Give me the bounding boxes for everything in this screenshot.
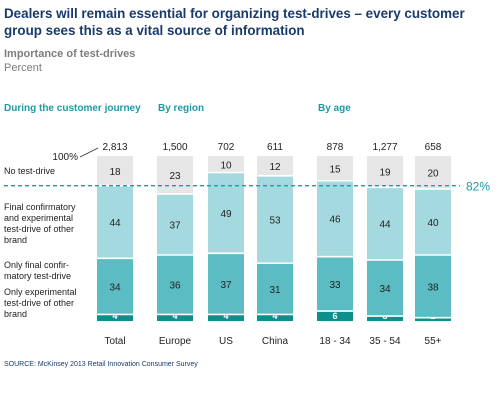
- bar-segment: [415, 156, 451, 189]
- data-label: 20: [427, 169, 439, 180]
- bar-segment: [367, 156, 403, 188]
- bar-segment: [208, 156, 244, 173]
- bar-segment: [317, 256, 353, 312]
- series-label: Only final confir-: [4, 260, 69, 270]
- data-label: 53: [269, 216, 281, 227]
- bar-segment: [367, 187, 403, 260]
- bar-segment: [257, 156, 293, 176]
- group-label: During the customer journey: [4, 103, 141, 114]
- series-label: brand: [4, 235, 27, 245]
- bar-segment: [317, 180, 353, 257]
- data-label: 4: [172, 311, 177, 321]
- series-label: No test-drive: [4, 166, 55, 176]
- data-label: 46: [329, 215, 341, 226]
- bar-segment: [97, 156, 133, 186]
- bar-segment: [97, 185, 133, 259]
- chart-unit: Percent: [4, 62, 42, 74]
- data-label: 37: [169, 220, 181, 231]
- bar-segment: [415, 255, 451, 318]
- x-tick-label: Total: [104, 336, 125, 347]
- series-label: Only experimental: [4, 287, 77, 297]
- bar-segment: [208, 314, 244, 321]
- sample-size-label: 1,500: [162, 142, 187, 153]
- data-label: 23: [169, 171, 181, 182]
- bar-segment: [317, 311, 353, 321]
- x-tick-label: Europe: [159, 336, 192, 347]
- sample-size-label: 2,813: [102, 142, 127, 153]
- series-label: Final confirmatory: [4, 202, 76, 212]
- data-label: 37: [220, 280, 232, 291]
- data-label: 40: [427, 218, 439, 229]
- series-label: brand: [4, 309, 27, 319]
- data-label: 36: [169, 281, 181, 292]
- chart-subtitle: Importance of test-drives: [4, 48, 136, 60]
- series-label: test-drive of other: [4, 298, 74, 308]
- data-label: 4: [112, 311, 117, 321]
- sample-size-label: 658: [425, 142, 442, 153]
- bar-segment: [257, 263, 293, 315]
- bar-segment: [97, 258, 133, 315]
- bar-segment: [157, 314, 193, 321]
- sample-size-label: 611: [267, 142, 283, 153]
- group-label: By age: [318, 103, 351, 114]
- sample-size-label: 1,277: [372, 142, 397, 153]
- data-label: 15: [329, 164, 341, 175]
- sample-size-label: 878: [327, 142, 344, 153]
- bar-segment: [157, 193, 193, 255]
- total-100-pointer: [79, 147, 99, 158]
- bar-segment: [415, 317, 451, 321]
- data-label: 33: [329, 280, 341, 291]
- bar-segment: [157, 156, 193, 194]
- x-tick-label: 18 - 34: [319, 336, 351, 347]
- sample-size-label: 702: [218, 142, 235, 153]
- data-label: 34: [109, 282, 121, 293]
- reference-line-label: 82%: [466, 180, 490, 194]
- data-label: 49: [220, 209, 232, 220]
- data-label: 4: [272, 311, 277, 321]
- data-label: 44: [109, 218, 121, 229]
- bar-segment: [367, 316, 403, 321]
- x-tick-label: 55+: [425, 336, 442, 347]
- data-label: 31: [269, 285, 281, 296]
- bar-segment: [257, 314, 293, 321]
- chart-title: Dealers will remain essential for organi…: [4, 6, 465, 38]
- bar-segment: [367, 259, 403, 317]
- data-label: 4: [223, 311, 228, 321]
- group-label: By region: [158, 103, 204, 114]
- bar-segment: [97, 314, 133, 321]
- bar-segment: [208, 253, 244, 315]
- data-label: 34: [379, 284, 391, 295]
- series-label: matory test-drive: [4, 271, 71, 281]
- data-label: 38: [427, 282, 439, 293]
- data-label: 6: [332, 311, 337, 321]
- x-tick-label: China: [262, 336, 289, 347]
- x-tick-label: 35 - 54: [369, 336, 401, 347]
- source-note: SOURCE: McKinsey 2013 Retail Innovation …: [4, 361, 198, 368]
- total-100-label: 100%: [52, 152, 78, 163]
- bar-segment: [157, 255, 193, 315]
- bar-segment: [257, 175, 293, 264]
- series-label: and experimental: [4, 213, 73, 223]
- data-label: 19: [379, 168, 391, 179]
- data-label: 18: [109, 167, 121, 178]
- data-label: 44: [379, 220, 391, 231]
- bar-segment: [317, 156, 353, 181]
- series-label: test-drive of other: [4, 224, 74, 234]
- data-label: 10: [220, 160, 232, 171]
- bar-segment: [415, 189, 451, 255]
- x-tick-label: US: [219, 336, 233, 347]
- data-label: 12: [269, 162, 281, 173]
